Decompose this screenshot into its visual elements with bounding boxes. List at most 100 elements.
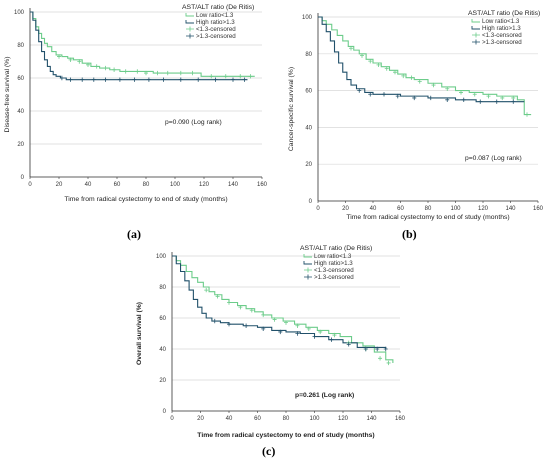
chart-c-censor-mark xyxy=(386,360,391,366)
chart-b-legend-swatch xyxy=(472,32,480,38)
chart-a-censor-mark xyxy=(68,57,73,63)
chart-b-legend-label: High ratio>1.3 xyxy=(482,25,521,32)
chart-b-legend-swatch xyxy=(471,26,480,30)
chart-a-y-tick-label: 0 xyxy=(21,175,25,181)
chart-b-x-tick-label: 160 xyxy=(533,206,544,212)
chart-a-legend-label: High ratio>1.3 xyxy=(196,19,235,26)
chart-b-x-axis-label: Time from radical cystectomy to end of s… xyxy=(346,214,509,221)
chart-b-censor-mark xyxy=(472,92,477,97)
chart-b-censor-mark xyxy=(445,97,450,102)
chart-a-censor-mark xyxy=(68,77,73,82)
chart-c-x-tick-label: 160 xyxy=(395,416,406,422)
chart-a-censor-mark xyxy=(80,77,85,82)
chart-b-censor-mark xyxy=(417,79,422,84)
chart-c-censor-mark xyxy=(363,346,368,352)
chart-c-censor-mark xyxy=(346,342,351,347)
chart-c-censor-mark xyxy=(318,329,323,335)
chart-b-x-tick-label: 100 xyxy=(450,206,461,212)
chart-c-censor-mark xyxy=(204,287,209,293)
chart-a-series-line-low xyxy=(30,11,255,77)
chart-b-y-tick-label: 40 xyxy=(305,125,312,131)
chart-b-series-line-high xyxy=(318,16,525,103)
chart-c-censor-mark xyxy=(215,294,220,299)
chart-a-legend-title: AST/ALT ratio (De Ritis) xyxy=(182,4,254,11)
chart-a-censor-mark xyxy=(135,69,140,74)
chart-b-legend-swatch xyxy=(471,19,480,23)
chart-a-legend-swatch xyxy=(185,13,194,17)
chart-a-censor-mark xyxy=(213,77,218,82)
chart-b-y-tick-label: 100 xyxy=(302,15,313,21)
chart-c-censor-mark xyxy=(227,300,231,305)
chart-b-y-tick-label: 20 xyxy=(305,162,312,168)
chart-a-x-tick-label: 140 xyxy=(228,182,239,188)
chart-c-legend-swatch xyxy=(304,274,312,280)
chart-a-censor-mark xyxy=(103,65,108,71)
chart-b-censor-mark xyxy=(459,90,463,95)
chart-a-y-tick-label: 60 xyxy=(17,76,24,82)
chart-b-censor-mark xyxy=(395,93,400,99)
panel-label-c: (c) xyxy=(262,444,276,458)
chart-c-x-axis-label: Time from radical cystectomy to end of s… xyxy=(197,432,374,439)
chart-b-censor-mark xyxy=(428,95,433,101)
chart-b-x-tick-label: 120 xyxy=(478,206,489,212)
chart-a-y-tick-label: 100 xyxy=(14,10,25,16)
chart-b-censor-mark xyxy=(511,95,516,101)
chart-b-censor-mark xyxy=(412,95,417,101)
chart-b-censor-mark xyxy=(461,97,466,102)
chart-b-censor-mark xyxy=(445,86,450,91)
chart-b-censor-mark xyxy=(486,93,491,99)
chart-b-series-line-low xyxy=(318,16,532,116)
panel-label-b: (b) xyxy=(402,227,417,241)
chart-c-legend-label: High ratio>1.3 xyxy=(314,260,353,267)
chart-c-censor-mark xyxy=(375,346,380,352)
chart-b-x-tick-label: 40 xyxy=(370,206,377,212)
chart-a-censor-mark xyxy=(91,77,96,82)
chart-c-x-tick-label: 80 xyxy=(283,416,290,422)
chart-a-censor-mark xyxy=(132,77,137,82)
chart-b-censor-mark xyxy=(431,82,436,88)
chart-b-x-tick-label: 60 xyxy=(397,206,404,212)
chart-a-series-line-high xyxy=(30,11,248,81)
chart-a-legend-swatch xyxy=(185,20,194,24)
chart-a-censor-mark xyxy=(112,67,117,72)
chart-b-y-tick-label: 60 xyxy=(305,89,312,95)
chart-a-legend-swatch xyxy=(186,33,194,39)
chart-c-censor-mark xyxy=(261,312,266,318)
chart-c-x-tick-label: 0 xyxy=(170,416,174,422)
chart-a-legend-swatch xyxy=(186,26,194,32)
chart-c-y-tick-label: 40 xyxy=(159,347,166,353)
chart-b-legend-label: >1.3-censored xyxy=(482,39,522,46)
chart-c-legend-swatch xyxy=(304,267,312,273)
chart-c-censor-mark xyxy=(383,346,388,352)
chart-b-x-tick-label: 0 xyxy=(316,206,320,212)
chart-b-censor-mark xyxy=(393,70,397,75)
chart-b-cancer-specific-survival: 0 20 40 60 80 100 0 20 40 60 80 100 120 140 160 Time fr… xyxy=(288,10,544,221)
chart-c-x-tick-label: 120 xyxy=(338,416,349,422)
chart-a-y-tick-label: 40 xyxy=(17,109,24,115)
chart-a-y-axis-label: Disease-free survival (%) xyxy=(4,57,11,133)
chart-b-censor-mark xyxy=(384,66,389,71)
chart-c-censor-mark xyxy=(244,323,249,328)
panel-label-a: (a) xyxy=(127,227,141,241)
chart-a-censor-mark xyxy=(161,77,166,82)
chart-a-x-tick-label: 80 xyxy=(143,182,150,188)
chart-c-x-tick-label: 60 xyxy=(254,416,261,422)
chart-b-censor-mark xyxy=(511,99,516,104)
chart-b-p-value-annotation: p=0.087 (Log rank) xyxy=(465,155,522,162)
chart-c-censor-mark xyxy=(329,337,334,342)
chart-a-censor-mark xyxy=(231,77,235,82)
chart-a-censor-mark xyxy=(196,77,201,82)
chart-b-censor-mark xyxy=(494,99,499,104)
chart-b-legend-label: <1.3-censored xyxy=(482,32,522,39)
chart-b-x-tick-label: 140 xyxy=(505,206,516,212)
chart-c-legend-label: >1.3-censored xyxy=(314,274,354,281)
chart-a-y-tick-label: 80 xyxy=(17,43,24,49)
chart-a-censor-mark xyxy=(94,64,99,69)
chart-a-censor-mark xyxy=(117,77,122,82)
chart-c-censor-mark xyxy=(312,334,317,339)
chart-a-censor-mark xyxy=(146,77,151,82)
chart-c-censor-mark xyxy=(284,320,288,325)
chart-a-legend-label: <1.3-censored xyxy=(196,26,236,33)
chart-b-censor-mark xyxy=(409,75,414,80)
